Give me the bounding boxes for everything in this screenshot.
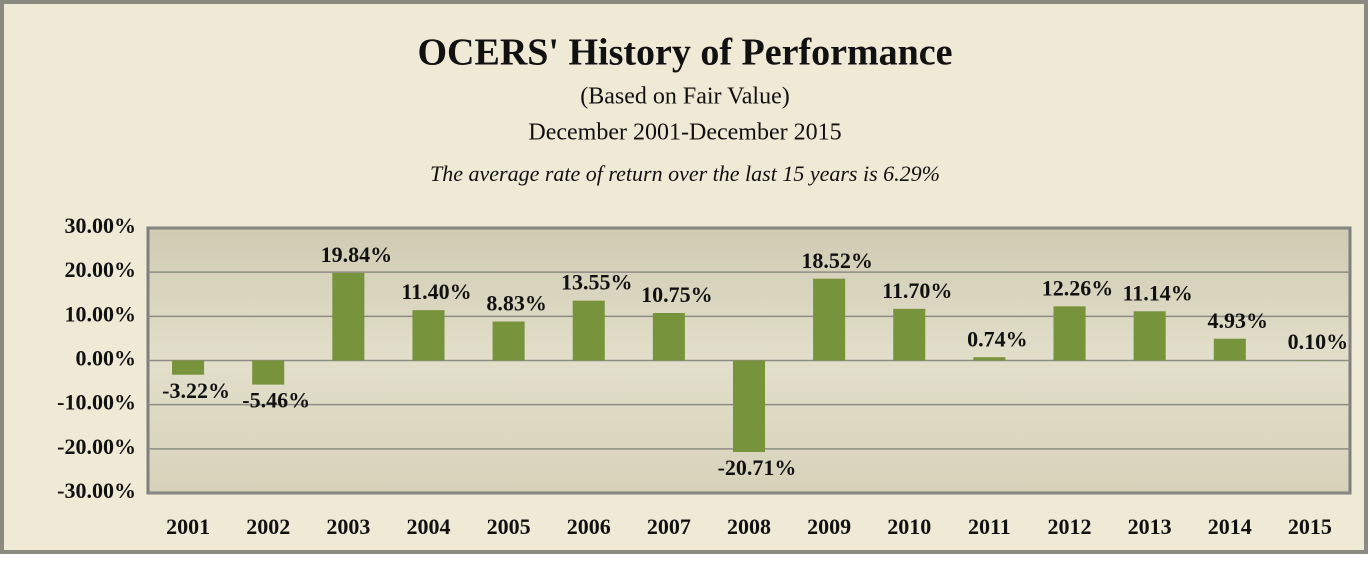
bar [172,361,204,375]
data-label: -20.71% [718,455,797,480]
chart-title: OCERS' History of Performance [417,32,952,74]
bar [1214,339,1246,361]
annotation: The average rate of return over the last… [430,161,940,186]
x-tick-label: 2013 [1128,514,1172,539]
data-label: 11.70% [882,278,952,303]
bar [252,361,284,385]
x-tick-label: 2006 [567,514,611,539]
y-tick-label: 10.00% [65,301,137,326]
data-label: 8.83% [486,291,547,316]
bar [1134,311,1166,360]
x-tick-label: 2007 [647,514,691,539]
x-tick-label: 2015 [1288,514,1332,539]
x-tick-label: 2008 [727,514,771,539]
bar [733,361,765,452]
x-tick-label: 2003 [326,514,370,539]
x-tick-label: 2009 [807,514,851,539]
bar [412,310,444,360]
bar [573,301,605,361]
bar [332,273,364,361]
x-tick-label: 2014 [1208,514,1252,539]
data-label: 4.93% [1208,308,1269,333]
data-label: 0.10% [1288,329,1349,354]
data-label: 18.52% [801,248,873,273]
data-label: 11.14% [1123,280,1193,305]
bar [493,322,525,361]
y-tick-label: -20.00% [57,434,136,459]
bar [653,313,685,360]
y-tick-label: -10.00% [57,390,136,415]
y-tick-label: -30.00% [57,478,136,503]
x-tick-label: 2012 [1048,514,1092,539]
x-tick-label: 2010 [887,514,931,539]
x-tick-label: 2011 [968,514,1011,539]
y-tick-label: 30.00% [65,213,137,238]
data-label: 12.26% [1042,275,1114,300]
bar [1054,306,1086,360]
x-tick-label: 2001 [166,514,210,539]
data-label: 19.84% [321,242,393,267]
data-label: -5.46% [242,388,310,413]
x-tick-label: 2005 [487,514,531,539]
data-label: 0.74% [967,326,1028,351]
y-tick-label: 20.00% [65,257,137,282]
x-tick-label: 2004 [406,514,450,539]
data-label: -3.22% [162,378,230,403]
data-label: 11.40% [401,279,471,304]
subtitle: (Based on Fair Value) [580,84,790,110]
data-label: 10.75% [641,282,713,307]
subtitle: December 2001-December 2015 [528,120,841,146]
bar [813,279,845,361]
bar [893,309,925,361]
y-tick-label: 0.00% [76,346,137,371]
bar [973,357,1005,360]
x-tick-label: 2002 [246,514,290,539]
data-label: 13.55% [561,270,633,295]
